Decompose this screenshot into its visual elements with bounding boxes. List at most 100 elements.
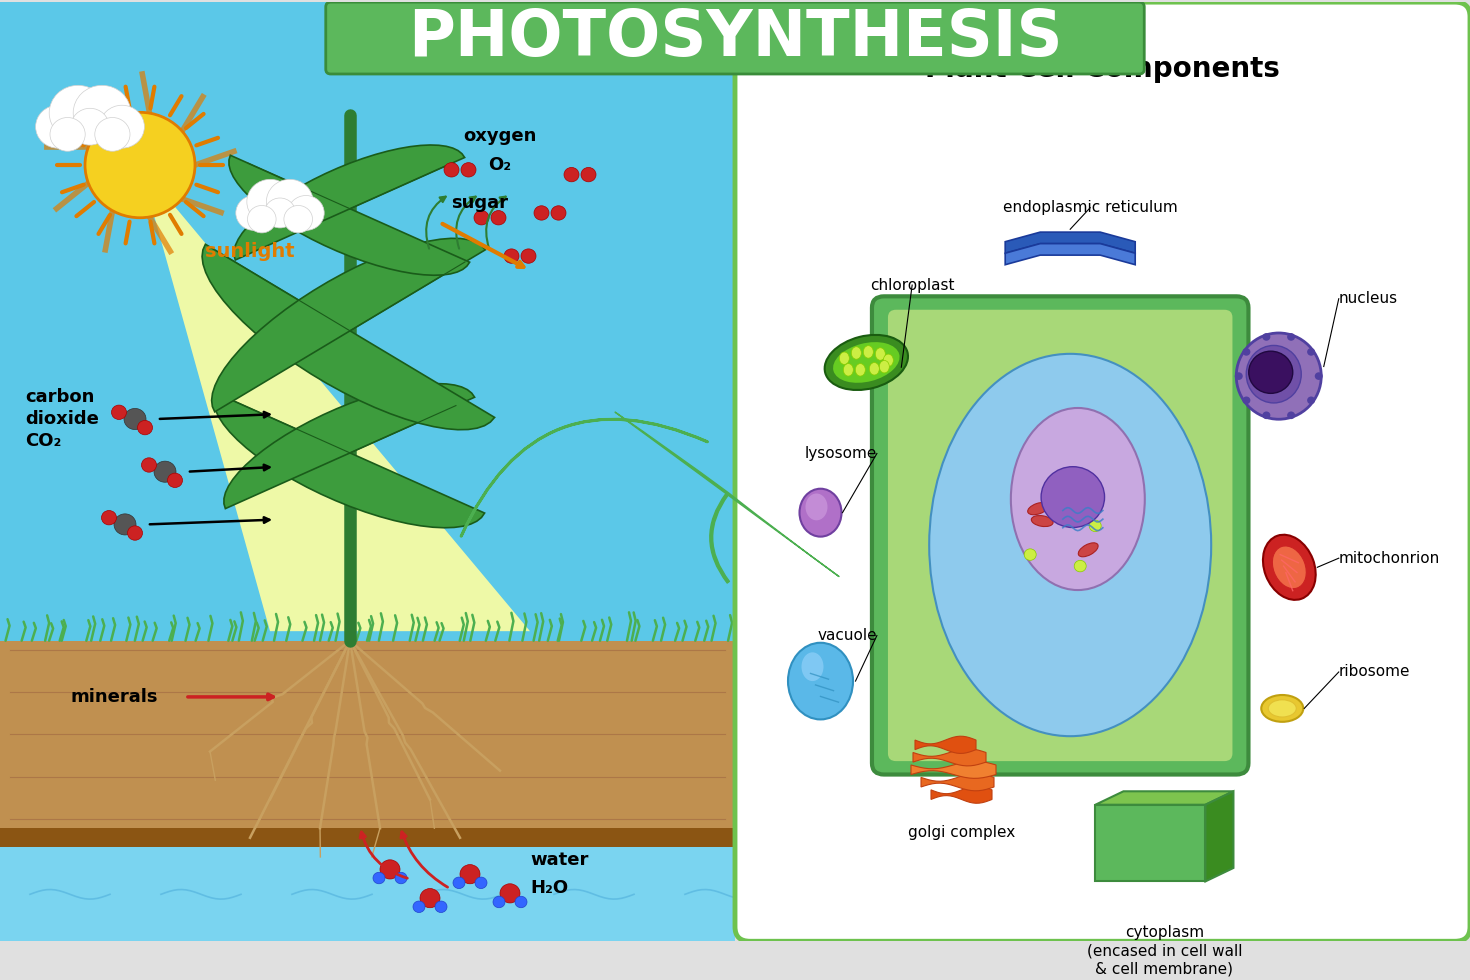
Polygon shape xyxy=(922,773,994,791)
Text: nucleus: nucleus xyxy=(1339,291,1398,306)
Circle shape xyxy=(420,889,440,907)
Circle shape xyxy=(514,897,528,907)
Text: minerals: minerals xyxy=(71,688,157,706)
Circle shape xyxy=(462,163,476,177)
Text: water: water xyxy=(531,851,588,868)
Circle shape xyxy=(50,118,85,151)
Circle shape xyxy=(1079,58,1119,95)
Polygon shape xyxy=(229,155,469,275)
Ellipse shape xyxy=(869,363,879,375)
Circle shape xyxy=(1305,117,1361,170)
Text: H₂O: H₂O xyxy=(531,879,567,898)
Text: O₂: O₂ xyxy=(488,156,512,173)
Polygon shape xyxy=(914,736,976,754)
Ellipse shape xyxy=(875,348,885,361)
Circle shape xyxy=(504,249,519,264)
Circle shape xyxy=(49,85,107,140)
Polygon shape xyxy=(213,393,485,528)
Circle shape xyxy=(1011,44,1063,92)
Circle shape xyxy=(534,206,548,220)
Circle shape xyxy=(581,168,595,182)
Circle shape xyxy=(266,179,313,224)
Ellipse shape xyxy=(1236,333,1322,419)
FancyBboxPatch shape xyxy=(1095,805,1205,881)
Text: chloroplast: chloroplast xyxy=(870,277,954,293)
Circle shape xyxy=(1242,91,1314,161)
Circle shape xyxy=(1307,397,1316,404)
Circle shape xyxy=(551,206,566,220)
Circle shape xyxy=(373,872,385,884)
Ellipse shape xyxy=(1079,543,1098,557)
Circle shape xyxy=(141,458,156,472)
Circle shape xyxy=(460,864,481,884)
Circle shape xyxy=(247,206,276,233)
Circle shape xyxy=(154,462,176,482)
Polygon shape xyxy=(1005,232,1135,253)
Text: Plant Cell Components: Plant Cell Components xyxy=(925,55,1280,83)
Ellipse shape xyxy=(800,489,841,537)
Polygon shape xyxy=(140,165,531,631)
Text: cytoplasm
(encased in cell wall
& cell membrane): cytoplasm (encased in cell wall & cell m… xyxy=(1086,924,1242,977)
FancyBboxPatch shape xyxy=(888,310,1232,761)
Polygon shape xyxy=(223,383,475,509)
Polygon shape xyxy=(735,2,1470,941)
Circle shape xyxy=(500,884,520,903)
Circle shape xyxy=(284,206,313,233)
Circle shape xyxy=(1299,131,1344,173)
Circle shape xyxy=(1242,397,1251,404)
Circle shape xyxy=(1075,561,1086,572)
Circle shape xyxy=(100,105,144,148)
Circle shape xyxy=(138,420,153,435)
Ellipse shape xyxy=(839,352,850,365)
Polygon shape xyxy=(911,761,997,778)
Text: lysosome: lysosome xyxy=(804,446,878,461)
Circle shape xyxy=(1082,506,1094,517)
Circle shape xyxy=(453,877,465,889)
Circle shape xyxy=(128,526,143,540)
Circle shape xyxy=(1307,348,1316,356)
Circle shape xyxy=(475,877,487,889)
Text: oxygen: oxygen xyxy=(463,127,537,145)
Polygon shape xyxy=(1005,244,1135,265)
Ellipse shape xyxy=(1263,535,1316,600)
Circle shape xyxy=(168,473,182,487)
Circle shape xyxy=(123,409,146,429)
FancyBboxPatch shape xyxy=(872,296,1248,774)
Polygon shape xyxy=(212,238,485,412)
Ellipse shape xyxy=(851,347,861,360)
Circle shape xyxy=(1051,47,1095,88)
Circle shape xyxy=(288,196,325,230)
Ellipse shape xyxy=(825,335,908,390)
Text: PHOTOSYNTHESIS: PHOTOSYNTHESIS xyxy=(407,7,1063,69)
Polygon shape xyxy=(0,2,735,941)
Circle shape xyxy=(1263,412,1270,419)
Polygon shape xyxy=(201,244,494,429)
Ellipse shape xyxy=(833,342,900,383)
Polygon shape xyxy=(0,848,735,941)
Text: carbon
dioxide
CO₂: carbon dioxide CO₂ xyxy=(25,388,98,450)
Circle shape xyxy=(1226,117,1282,170)
Circle shape xyxy=(473,211,490,225)
Circle shape xyxy=(74,85,131,140)
Circle shape xyxy=(1288,412,1295,419)
Circle shape xyxy=(564,168,579,182)
Circle shape xyxy=(520,249,537,264)
Circle shape xyxy=(101,511,116,525)
Circle shape xyxy=(1288,333,1295,341)
Circle shape xyxy=(1273,91,1345,161)
Circle shape xyxy=(1263,333,1270,341)
Text: endoplasmic reticulum: endoplasmic reticulum xyxy=(1003,200,1177,216)
Circle shape xyxy=(435,901,447,912)
Ellipse shape xyxy=(1273,546,1307,589)
Polygon shape xyxy=(1095,791,1233,805)
Polygon shape xyxy=(1205,791,1233,881)
Circle shape xyxy=(1314,372,1323,380)
Text: ribosome: ribosome xyxy=(1339,664,1410,679)
Ellipse shape xyxy=(929,354,1211,736)
FancyArrowPatch shape xyxy=(462,419,707,536)
Circle shape xyxy=(35,105,81,148)
Ellipse shape xyxy=(863,346,873,358)
Polygon shape xyxy=(0,641,735,848)
Circle shape xyxy=(115,514,137,535)
Ellipse shape xyxy=(879,361,889,373)
